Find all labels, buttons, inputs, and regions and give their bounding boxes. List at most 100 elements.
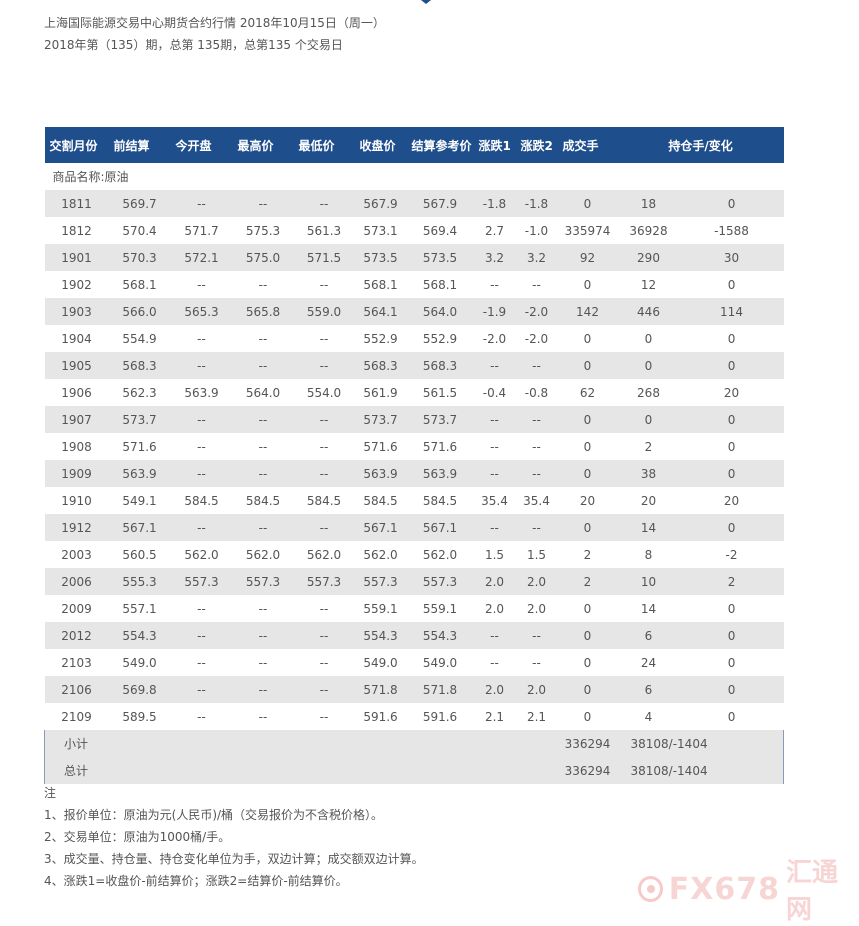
cell-settle-ref: 568.1 [406,271,474,298]
cell-change2: -- [515,649,558,676]
cell-change2: -- [515,271,558,298]
cell-oi-change: 0 [679,649,784,676]
col-header-prev-settle: 前结算 [108,127,171,163]
cell-high: 575.3 [232,217,294,244]
table-header-row: 交割月份 前结算 今开盘 最高价 最低价 收盘价 结算参考价 涨跌1 涨跌2 成… [44,127,784,163]
cell-open: 571.7 [170,217,233,244]
cell-open: -- [170,271,233,298]
cell-prev-settle: 589.5 [108,703,171,730]
cell-volume: 0 [557,595,618,622]
cell-settle-ref: 552.9 [406,325,474,352]
product-row: 商品名称:原油 [44,163,784,190]
cell-open-interest: 0 [617,325,680,352]
cell-open-interest: 14 [617,595,680,622]
cell-delivery-month: 1908 [44,433,109,460]
cell-prev-settle: 570.3 [108,244,171,271]
cell-high: -- [232,514,294,541]
quotes-table-container: 交割月份 前结算 今开盘 最高价 最低价 收盘价 结算参考价 涨跌1 涨跌2 成… [44,127,785,784]
cell-open-interest: 24 [617,649,680,676]
report-header: 上海国际能源交易中心期货合约行情 2018年10月15日（周一） 2018年第（… [44,12,385,56]
col-header-open-interest: 持仓手/变化 [617,127,784,163]
col-header-close: 收盘价 [354,127,407,163]
cell-open-interest: 0 [617,406,680,433]
table-row: 1812 570.4 571.7 575.3 561.3 573.1 569.4 2.7 -1.… [44,217,784,244]
cell-open-interest: 38 [617,460,680,487]
cell-volume: 335974 [557,217,618,244]
cell-high: -- [232,622,294,649]
cell-settle-ref: 591.6 [406,703,474,730]
cell-oi-change: 20 [679,487,784,514]
cell-oi-change: 0 [679,406,784,433]
cell-open: -- [170,433,233,460]
table-row: 1903 566.0 565.3 565.8 559.0 564.1 564.0 -1.9 -2… [44,298,784,325]
cell-volume: 0 [557,271,618,298]
cell-change1: 35.4 [473,487,516,514]
cell-open-interest: 6 [617,622,680,649]
table-row: 2012 554.3 -- -- -- 554.3 554.3 -- -- 0 6 0 [44,622,784,649]
cell-settle-ref: 557.3 [406,568,474,595]
cell-prev-settle: 560.5 [108,541,171,568]
cell-close: 584.5 [354,487,407,514]
table-row: 1906 562.3 563.9 564.0 554.0 561.9 561.5 -0.4 -0… [44,379,784,406]
cell-low: 562.0 [293,541,355,568]
cell-high: -- [232,649,294,676]
col-header-high: 最高价 [232,127,294,163]
cell-volume: 0 [557,622,618,649]
cell-low: 557.3 [293,568,355,595]
cell-prev-settle: 554.3 [108,622,171,649]
cell-volume: 0 [557,460,618,487]
cell-open: -- [170,352,233,379]
cell-high: 575.0 [232,244,294,271]
cell-change1: 2.7 [473,217,516,244]
cell-close: 559.1 [354,595,407,622]
cell-change1: -- [473,406,516,433]
cell-high: 562.0 [232,541,294,568]
cell-change1: 2.0 [473,676,516,703]
cell-prev-settle: 569.7 [108,190,171,217]
cell-close: 573.7 [354,406,407,433]
cell-volume: 2 [557,541,618,568]
table-row: 1905 568.3 -- -- -- 568.3 568.3 -- -- 0 0 0 [44,352,784,379]
cell-volume: 0 [557,433,618,460]
watermark-latin: FX678 [668,871,780,907]
cell-prev-settle: 549.1 [108,487,171,514]
cell-settle-ref: 573.7 [406,406,474,433]
cell-close: 552.9 [354,325,407,352]
cell-change1: -2.0 [473,325,516,352]
cell-delivery-month: 2009 [44,595,109,622]
cell-delivery-month: 2106 [44,676,109,703]
cell-high: -- [232,325,294,352]
cell-prev-settle: 562.3 [108,379,171,406]
cell-oi-change: 30 [679,244,784,271]
cell-open: -- [170,325,233,352]
cell-open-interest: 10 [617,568,680,595]
cell-settle-ref: 561.5 [406,379,474,406]
cell-high: -- [232,190,294,217]
watermark-cjk: 汇通网 [785,858,838,925]
cell-oi-change: 0 [679,433,784,460]
cell-oi-change: -1588 [679,217,784,244]
cell-open: 563.9 [170,379,233,406]
cell-oi-change: 0 [679,190,784,217]
table-row: 2006 555.3 557.3 557.3 557.3 557.3 557.3 2.0 2.0… [44,568,784,595]
col-header-open: 今开盘 [170,127,233,163]
cell-low: -- [293,190,355,217]
cell-open: 572.1 [170,244,233,271]
cell-low: -- [293,622,355,649]
summary-open-interest: 38108/-1404 [617,757,785,784]
cell-volume: 0 [557,514,618,541]
cell-delivery-month: 1903 [44,298,109,325]
cell-open-interest: 18 [617,190,680,217]
cell-change2: 2.0 [515,595,558,622]
summary-label: 总计 [44,757,558,784]
quotes-table: 交割月份 前结算 今开盘 最高价 最低价 收盘价 结算参考价 涨跌1 涨跌2 成… [44,127,785,784]
cell-open: -- [170,649,233,676]
cell-low: -- [293,352,355,379]
cell-low: -- [293,676,355,703]
cell-open: -- [170,190,233,217]
table-row: 1907 573.7 -- -- -- 573.7 573.7 -- -- 0 0 0 [44,406,784,433]
cell-prev-settle: 573.7 [108,406,171,433]
cell-change1: 3.2 [473,244,516,271]
cell-settle-ref: 571.8 [406,676,474,703]
cell-high: -- [232,676,294,703]
